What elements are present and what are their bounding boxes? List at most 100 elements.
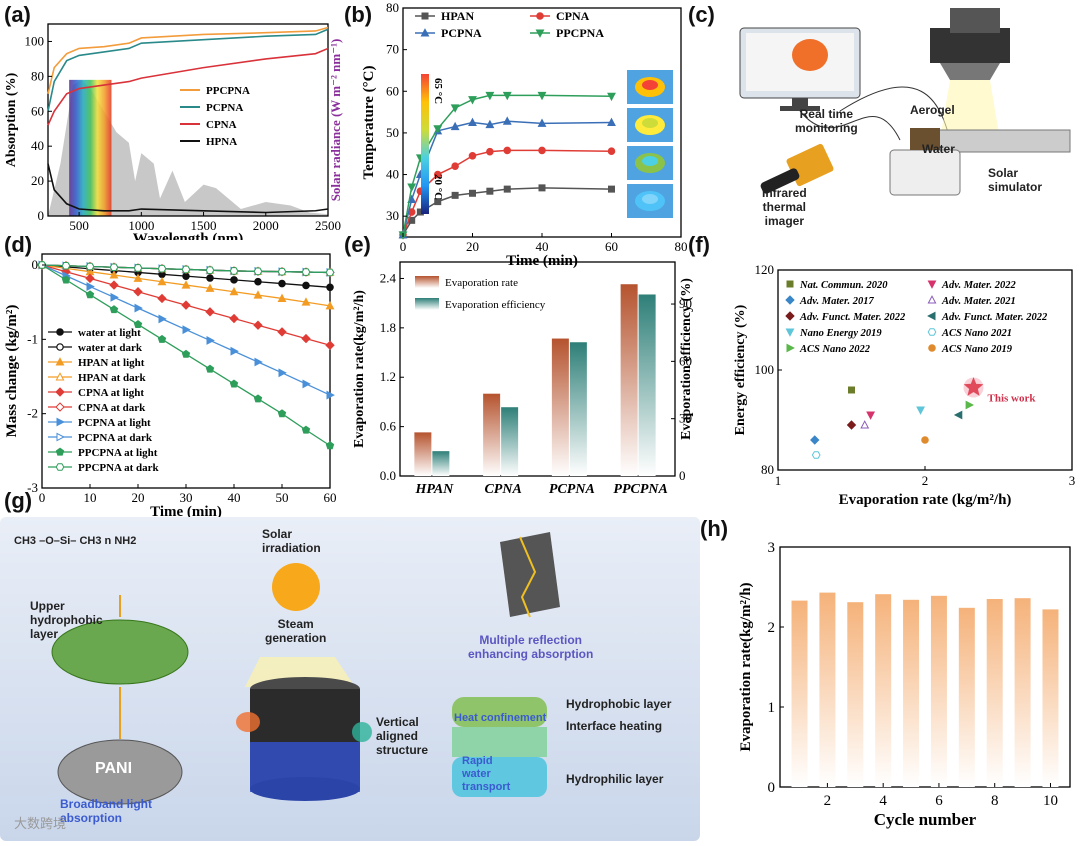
data-point	[230, 276, 238, 284]
data-point	[254, 357, 263, 367]
legend-label: Adv. Mater. 2021	[941, 296, 1016, 307]
data-point-Nano-Energy-2019	[916, 406, 926, 415]
data-point	[157, 334, 167, 343]
data-point-pcpna	[502, 116, 512, 125]
y-tick-label: 40	[31, 138, 44, 153]
y-tick-label: 30	[386, 208, 399, 223]
legend-marker	[55, 402, 65, 412]
x-axis-label: Wavelength (nm)	[133, 231, 243, 240]
legend-swatch	[415, 298, 439, 310]
legend-marker	[927, 280, 937, 289]
data-point	[158, 314, 167, 324]
legend-marker	[56, 417, 65, 427]
aerogel-sample	[910, 128, 940, 150]
legend-label: PCPNA at light	[78, 417, 151, 429]
layer-bottom	[452, 757, 547, 797]
x-category-label: CPNA	[484, 482, 521, 497]
label-solar-simulator: Solar simulator	[988, 166, 1043, 194]
x-tick-label: 500	[69, 218, 89, 233]
data-point	[85, 262, 95, 271]
data-point	[326, 283, 334, 292]
data-point	[278, 368, 287, 378]
y2-tick-label: 0	[679, 468, 686, 483]
legend-marker	[786, 280, 794, 288]
legend-label: HPNA	[206, 136, 237, 148]
data-point	[254, 277, 262, 286]
data-point	[205, 283, 215, 292]
bar-evaporation-rate	[620, 284, 638, 476]
solar-spectrum-area	[48, 79, 328, 216]
data-point-cpna	[433, 170, 442, 179]
data-point-cpna	[468, 152, 477, 160]
data-point	[181, 265, 191, 274]
series-line-cpna	[402, 149, 612, 236]
label-pani: PANI	[95, 760, 133, 777]
data-point-hpan	[608, 185, 615, 193]
data-point	[206, 336, 215, 345]
legend-label: PCPNA	[441, 26, 482, 40]
schematic-g: CH3 –O–Si– CH3 n NH2 Upper hydrophobic lay…	[0, 517, 700, 841]
data-point-Adv--Funct--Mater--2022	[953, 410, 963, 420]
x-axis-label: Time (min)	[150, 504, 222, 520]
series-line-hpan	[402, 187, 612, 236]
balance-icon	[889, 149, 961, 196]
label-heat-confinement: Heat confinement	[454, 712, 547, 724]
x-category-label: PCPNA	[549, 482, 595, 497]
data-point	[206, 274, 214, 282]
series-line-cpna	[47, 47, 329, 126]
chart-f-energy-efficiency: This work Nat. Commun. 2020 Adv. Mater. 20…	[733, 262, 1075, 508]
legend-label: Nano Energy 2019	[799, 328, 882, 339]
panel-label-a: (a)	[4, 2, 31, 27]
legend-marker	[786, 343, 795, 353]
data-point	[109, 305, 119, 314]
thermal-core	[642, 194, 658, 204]
data-point-Adv--Mater--2022	[866, 411, 876, 420]
y-tick-label: 120	[755, 262, 775, 277]
data-point	[277, 293, 287, 302]
label-rapid-water: Rapid water transport	[462, 755, 511, 793]
data-point-hpan	[538, 184, 546, 192]
data-point	[326, 390, 335, 400]
bar-evaporation-rate	[551, 338, 569, 476]
legend-label: PPCPNA at dark	[78, 462, 160, 474]
y2-tick-label: 90	[679, 296, 692, 311]
legend-label: water at light	[78, 327, 141, 339]
data-point	[253, 394, 263, 403]
panel-label-h: (h)	[700, 516, 729, 541]
legend-label: CPNA	[556, 9, 590, 23]
chart-b-temperature: HPAN CPNA PCPNA PPCPNA 65 °C 20 °C 0 20 40 60 80 30…	[361, 0, 688, 269]
legend-marker	[55, 463, 65, 471]
x-tick-label: 40	[536, 239, 549, 254]
data-point-pcpna	[485, 119, 495, 129]
label-hydrophobic-layer: Hydrophobic layer	[566, 697, 672, 711]
data-point-pcpna	[468, 117, 477, 126]
data-point-ppcpna	[502, 91, 512, 101]
schematic-c: Real time monitoring Aerogel Water Infrar…	[700, 0, 1080, 240]
panel-label-d: (d)	[4, 232, 33, 257]
bar-cycle-2	[819, 592, 836, 787]
label-steam-generation: Steam generation	[265, 617, 327, 645]
x-tick-label: 2500	[315, 218, 341, 233]
legend-marker	[55, 357, 65, 366]
legend-marker	[55, 387, 65, 397]
x-tick-label: 80	[675, 239, 688, 254]
y-tick-label: -2	[27, 406, 38, 421]
y-axis-label: Mass change (kg/m²)	[4, 305, 20, 438]
bar-evaporation-rate	[483, 393, 501, 476]
data-point	[181, 349, 191, 358]
data-point-Adv--Funct--Mater--2022	[846, 420, 857, 430]
y-tick-label: 20	[31, 173, 44, 188]
x-axis-label: Evaporation rate (kg/m²/h)	[839, 492, 1012, 508]
legend-marker	[927, 311, 936, 321]
legend-marker	[56, 343, 64, 351]
data-point	[253, 290, 263, 299]
honeycomb-structure-icon	[500, 532, 560, 617]
y-tick-label: 80	[761, 462, 774, 477]
data-point-ppcpna	[485, 91, 495, 101]
data-point-Adv--Mater--2017	[810, 435, 820, 445]
label-hydrophilic-layer: Hydrophilic layer	[566, 772, 664, 786]
y-axis-label: Evaporation rate(kg/m²/h)	[352, 290, 367, 448]
legend-label: PPCPNA at light	[78, 447, 158, 459]
data-point	[61, 261, 71, 270]
temperature-colorbar	[421, 74, 429, 214]
